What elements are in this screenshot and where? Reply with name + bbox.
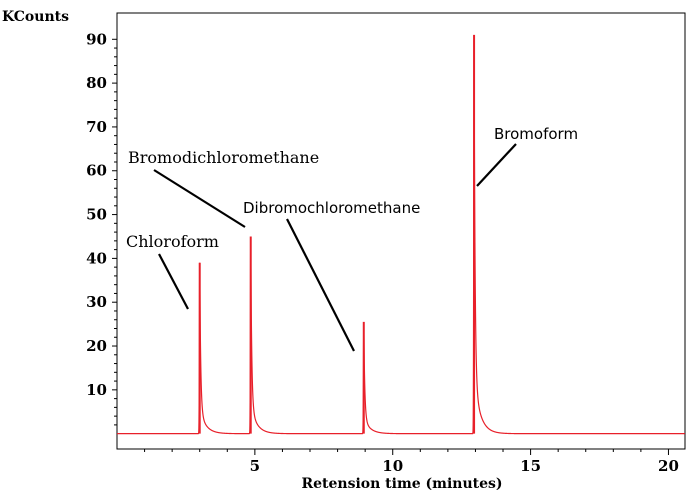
x-tick-label: 15 xyxy=(520,457,541,475)
annotation-label: Dibromochloromethane xyxy=(243,199,420,217)
annotation-leader-line xyxy=(287,219,354,351)
axes xyxy=(117,13,685,449)
x-tick-label: 20 xyxy=(658,457,679,475)
y-tick-label: 90 xyxy=(86,30,107,48)
plot-frame xyxy=(117,13,685,449)
y-tick-label: 10 xyxy=(86,381,107,399)
x-axis-ticks: 5 10 15 20 xyxy=(145,449,679,475)
y-axis-ticks: 10 20 30 40 50 60 70 80 90 xyxy=(86,30,117,425)
annotation-label: Bromoform xyxy=(494,125,578,143)
annotation-leader-line xyxy=(477,144,516,186)
x-tick-label: 5 xyxy=(250,457,260,475)
x-tick-label: 10 xyxy=(382,457,403,475)
y-tick-label: 70 xyxy=(86,118,107,136)
peak-annotations: Chloroform Bromodichloromethane Dibromochl… xyxy=(126,125,578,351)
y-tick-label: 50 xyxy=(86,206,107,224)
y-tick-label: 20 xyxy=(86,337,107,355)
annotation-leader-line xyxy=(159,254,188,309)
y-axis-label: KCounts xyxy=(2,9,69,25)
annotation-label: Bromodichloromethane xyxy=(128,148,319,167)
annotation-label: Chloroform xyxy=(126,232,219,251)
y-tick-label: 80 xyxy=(86,74,107,92)
y-tick-label: 60 xyxy=(86,162,107,180)
x-axis-label: Retension time (minutes) xyxy=(301,476,502,490)
y-tick-label: 40 xyxy=(86,249,107,267)
y-tick-label: 30 xyxy=(86,293,107,311)
annotation-leader-line xyxy=(154,170,245,227)
